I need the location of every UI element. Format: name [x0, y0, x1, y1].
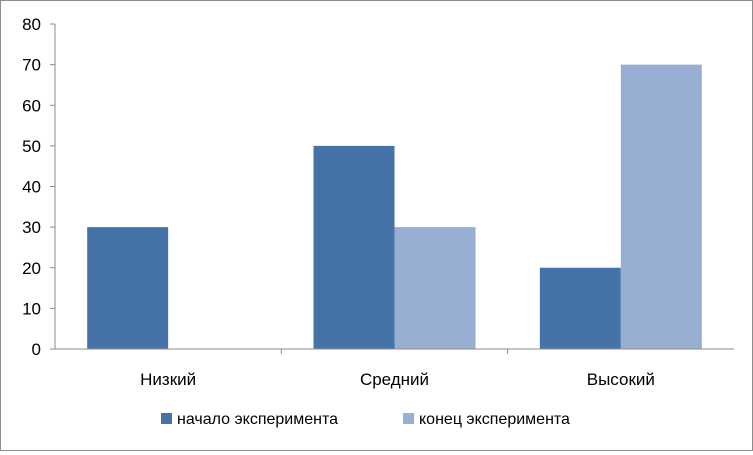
x-category-label: Средний: [360, 370, 429, 389]
y-tick-label: 70: [22, 56, 41, 75]
y-tick-label: 10: [22, 299, 41, 318]
bar-end-2: [620, 64, 702, 349]
y-tick-label: 80: [22, 15, 41, 34]
y-tick-label: 20: [22, 259, 41, 278]
bar-start-0: [87, 227, 169, 349]
legend: начало эксперимента конец эксперимента: [161, 411, 570, 428]
legend-swatch: [403, 413, 414, 424]
y-tick-label: 40: [22, 178, 41, 197]
y-tick-label: 60: [22, 96, 41, 115]
legend-label: начало эксперимента: [177, 411, 338, 428]
y-tick-label: 50: [22, 137, 41, 156]
bar-start-2: [539, 267, 621, 349]
bar-start-1: [313, 145, 395, 349]
bar-end-1: [394, 227, 476, 349]
x-axis-labels: Низкий Средний Высокий: [140, 349, 655, 389]
legend-label: конец эксперимента: [419, 411, 570, 428]
legend-swatch: [161, 413, 172, 424]
y-axis-ticks: 0 10 20 30 40 50 60 70 80: [22, 15, 55, 359]
y-tick-label: 30: [22, 218, 41, 237]
x-category-label: Высокий: [587, 370, 655, 389]
y-tick-label: 0: [32, 340, 41, 359]
bars: [87, 64, 702, 349]
x-category-label: Низкий: [140, 370, 196, 389]
